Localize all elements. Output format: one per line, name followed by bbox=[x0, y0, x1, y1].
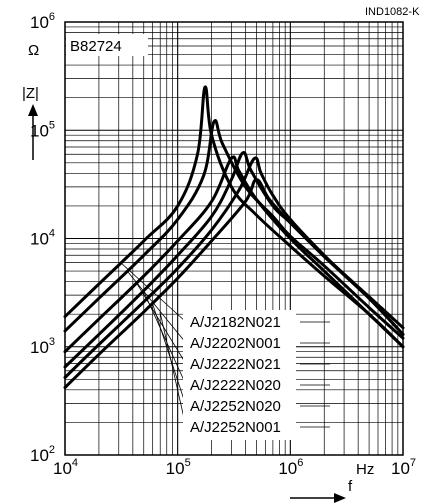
series-label: A/J2202N001 bbox=[190, 335, 281, 352]
series-label: A/J2222N021 bbox=[190, 356, 281, 373]
document-id: IND1082-K bbox=[365, 6, 420, 18]
y-tick-label: 105 bbox=[30, 119, 55, 140]
series-label: A/J2252N020 bbox=[190, 398, 281, 415]
impedance-curve bbox=[63, 119, 405, 340]
x-tick-label: 105 bbox=[166, 457, 191, 478]
leader-line bbox=[151, 301, 187, 407]
x-unit-label: Hz bbox=[356, 461, 374, 478]
x-tick-label: 106 bbox=[278, 457, 303, 478]
y-tick-label: 102 bbox=[30, 444, 55, 465]
series-labels: A/J2182N021 A/J2202N001 A/J2222N021 A/J2222… bbox=[183, 310, 296, 440]
x-tick-label: 104 bbox=[53, 457, 78, 478]
chart-title: B82724 bbox=[70, 38, 122, 55]
tick-labels: 104 105 106 107 102 103 104 105 106 bbox=[30, 11, 416, 478]
series-label: A/J2252N001 bbox=[190, 419, 281, 436]
x-axis-label: f bbox=[348, 478, 353, 495]
series-label: A/J2182N021 bbox=[190, 314, 281, 331]
y-tick-label: 106 bbox=[30, 11, 55, 32]
y-tick-label: 103 bbox=[30, 336, 55, 357]
label-background bbox=[183, 310, 296, 440]
curves bbox=[63, 85, 405, 389]
y-unit-label: Ω bbox=[28, 42, 39, 59]
x-tick-label: 107 bbox=[391, 457, 416, 478]
leader-line bbox=[159, 311, 187, 428]
y-tick-label: 104 bbox=[30, 228, 55, 249]
x-axis-arrowhead bbox=[334, 493, 346, 503]
y-axis-label: |Z| bbox=[22, 85, 39, 102]
leader-line bbox=[143, 291, 187, 386]
plot-frame bbox=[64, 21, 404, 456]
title-box bbox=[66, 34, 148, 56]
impedance-curve bbox=[63, 178, 405, 389]
series-label: A/J2222N020 bbox=[190, 377, 281, 394]
leader-line bbox=[135, 281, 187, 365]
impedance-curve bbox=[63, 155, 405, 354]
y-axis-arrowhead bbox=[28, 104, 38, 116]
